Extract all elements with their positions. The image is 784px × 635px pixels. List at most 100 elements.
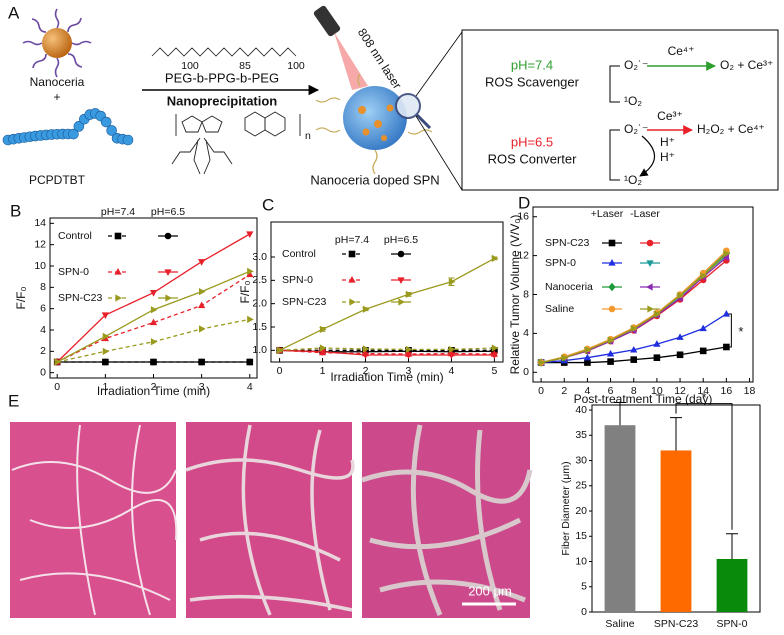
x-tick-label: 0 [54, 381, 60, 393]
spn-particle [343, 86, 407, 150]
mechanism-box [461, 29, 779, 191]
bead [73, 121, 85, 132]
marker [319, 325, 327, 333]
legend-label: SPN-C23 [58, 292, 103, 304]
repeat-count: 100 [287, 60, 305, 72]
marker [448, 278, 456, 286]
x-tick-label: 0 [538, 385, 544, 397]
y-tick-label: 5 [581, 581, 587, 593]
significance: * [701, 390, 706, 405]
x-tick-label: 3 [199, 381, 205, 393]
plot-frame [270, 221, 504, 363]
legend-header: +Laser [591, 208, 624, 220]
marker [653, 354, 661, 361]
arrow [639, 135, 656, 177]
marker [676, 333, 684, 340]
polymer-formula [151, 47, 297, 57]
legend-marker [114, 268, 122, 275]
y-tick-label: 1.5 [252, 321, 267, 333]
y-axis-label: Relative Tumor Volume (V/V₀) [508, 215, 522, 375]
label: PCPDTBT [29, 173, 86, 187]
significance-bracket [728, 313, 732, 348]
legend-marker [348, 276, 356, 283]
legend-label: SPN-0 [545, 257, 576, 269]
formula-n: n [305, 130, 311, 142]
y-tick-label: 10 [575, 555, 587, 567]
legend-marker [164, 232, 172, 240]
legend-header: pH=6.5 [151, 206, 185, 218]
x-tick-label: 0 [277, 365, 283, 377]
micrographs: E 200 μm [8, 391, 533, 618]
y-tick-label: 10 [34, 260, 46, 272]
marker [198, 325, 206, 333]
species: O₂ + Ce³⁺ [720, 58, 773, 72]
marker [246, 270, 254, 278]
bead [106, 125, 117, 136]
marker [699, 324, 707, 332]
x-tick-label: 18 [744, 385, 756, 397]
marker [149, 290, 158, 297]
bar [604, 425, 636, 612]
marker [405, 345, 413, 354]
legend-header: pH=7.4 [335, 234, 369, 246]
legend-marker [115, 294, 122, 302]
tissue-texture [361, 424, 533, 616]
marker [583, 353, 592, 361]
legend-label: Control [282, 248, 316, 260]
panel-label: D [518, 193, 530, 212]
series-line [279, 349, 495, 356]
x-tick-label: Saline [605, 618, 634, 630]
marker [723, 250, 731, 258]
catalyst: Ce⁴⁺ [668, 44, 695, 58]
marker [584, 346, 592, 354]
legend-label: SPN-0 [282, 274, 313, 286]
x-tick-label: 12 [674, 385, 686, 397]
marker [654, 310, 661, 318]
marker [607, 358, 614, 365]
x-tick-label: 8 [631, 385, 637, 397]
y-tick-label: 14 [34, 217, 46, 229]
y-tick-label: 35 [575, 429, 587, 441]
y-tick-label: 2.0 [252, 297, 267, 309]
error-bar [614, 401, 626, 426]
bead [122, 134, 134, 146]
bracket [609, 65, 620, 103]
legend-header: pH=6.5 [384, 234, 418, 246]
zoom-line [415, 31, 463, 97]
zoom-line [415, 115, 463, 191]
panel-label: B [10, 201, 21, 220]
proton: H⁺ [660, 135, 675, 149]
species: ¹O₂ [624, 94, 642, 108]
error-bar [726, 533, 738, 559]
y-tick-label: 30 [575, 454, 587, 466]
legend-marker [647, 305, 654, 313]
legend-label: SPN-C23 [545, 237, 590, 249]
legend-marker [608, 239, 616, 247]
marker [404, 352, 413, 359]
marker [102, 358, 109, 366]
marker [246, 358, 254, 366]
marker [653, 340, 661, 347]
marker [362, 345, 370, 353]
legend-header: pH=7.4 [101, 206, 135, 218]
repeat-count: 85 [239, 60, 251, 72]
y-axis-label: F/F₀ [14, 286, 28, 309]
bead [68, 128, 79, 140]
legend-marker [646, 260, 654, 267]
y-tick-label: 4 [523, 327, 529, 339]
y-tick-label: 8 [523, 288, 529, 300]
legend-marker [608, 259, 616, 266]
marker [722, 309, 730, 317]
series-line [279, 349, 495, 355]
role: ROS Scavenger [485, 74, 580, 89]
bead [100, 116, 112, 128]
reagent: PEG-b-PPG-b-PEG [165, 70, 279, 85]
y-tick-label: 0 [40, 366, 46, 378]
marker [54, 358, 62, 366]
nanoceria-icon [22, 8, 92, 78]
marker [198, 358, 205, 366]
legend-marker [348, 250, 356, 258]
marker [247, 315, 254, 323]
series-line [279, 257, 495, 351]
